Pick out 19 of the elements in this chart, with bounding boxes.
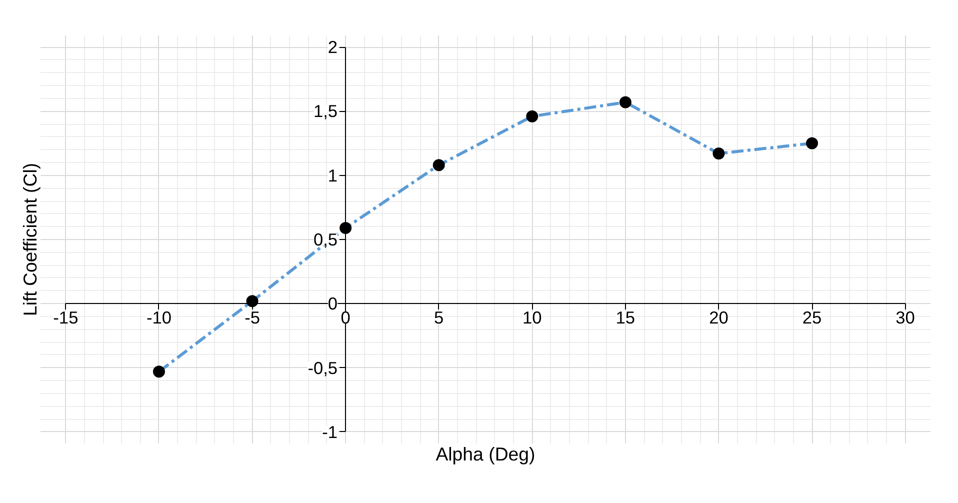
x-tick-label: 0 <box>340 308 350 328</box>
x-tick-label: 20 <box>709 308 728 328</box>
y-tick-label: -1 <box>322 422 338 442</box>
y-tick-label: 0 <box>328 294 338 314</box>
x-tick-label: -10 <box>146 308 172 328</box>
y-tick-label: -0,5 <box>308 358 338 378</box>
x-tick-label: 30 <box>896 308 915 328</box>
y-tick-label: 0,5 <box>313 230 338 250</box>
x-axis-title: Alpha (Deg) <box>436 444 536 464</box>
y-axis-title: Lift Coefficient (Cl) <box>20 162 40 316</box>
x-tick-label: 15 <box>616 308 636 328</box>
x-tick-label: 10 <box>522 308 542 328</box>
y-tick-label: 1 <box>328 165 338 186</box>
x-tick-label: 5 <box>434 308 444 328</box>
x-tick-label: -5 <box>244 308 260 328</box>
x-tick-label: 25 <box>802 308 822 328</box>
y-tick-label: 1,5 <box>313 101 338 122</box>
x-tick-label: -15 <box>53 308 78 328</box>
y-tick-label: 2 <box>328 37 338 58</box>
